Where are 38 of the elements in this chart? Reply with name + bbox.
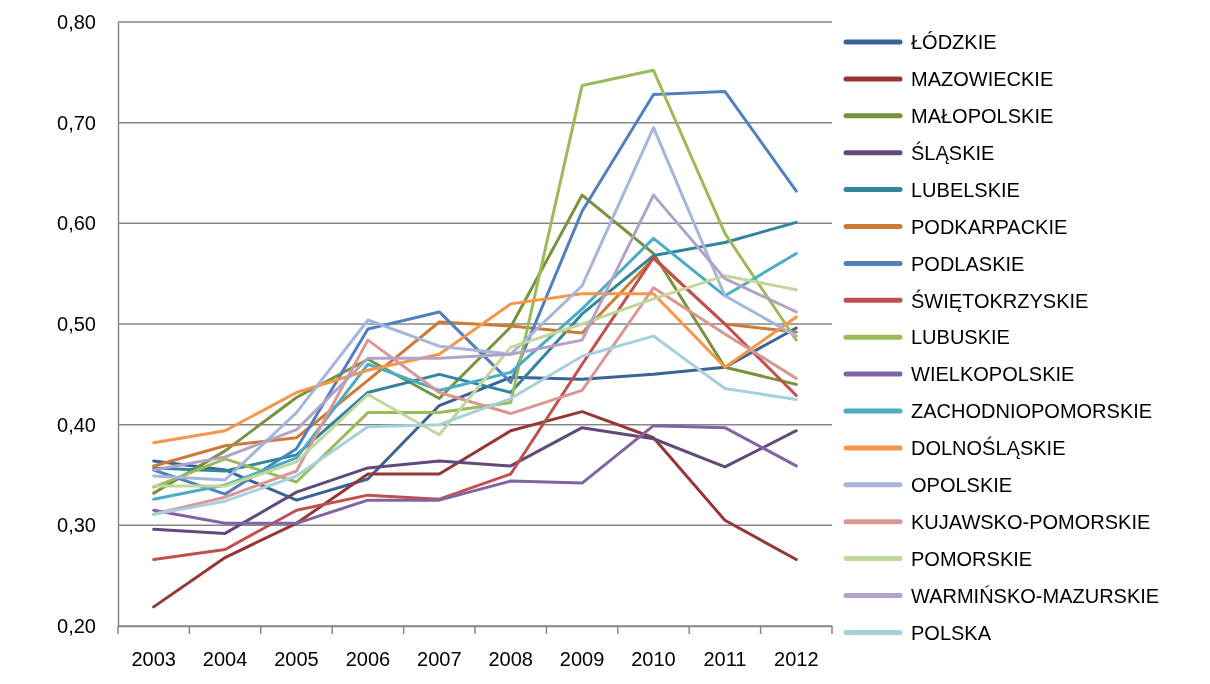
legend-label: PODKARPACKIE bbox=[911, 215, 1068, 238]
legend-label: OPOLSKIE bbox=[911, 474, 1013, 496]
legend-label: ŚWIĘTOKRZYSKIE bbox=[911, 288, 1089, 312]
legend-label: WIELKOPOLSKIE bbox=[911, 363, 1075, 386]
legend-label: ZACHODNIOPOMORSKIE bbox=[911, 400, 1153, 423]
x-tick-label: 2010 bbox=[631, 648, 676, 671]
legend-label: LUBUSKIE bbox=[911, 326, 1010, 349]
legend-label: WARMIŃSKO-MAZURSKIE bbox=[911, 584, 1160, 607]
x-tick-label: 2004 bbox=[202, 648, 248, 671]
legend-label: ŁÓDZKIE bbox=[911, 31, 997, 54]
x-tick-label: 2009 bbox=[559, 648, 605, 671]
line-series bbox=[152, 410, 798, 609]
y-tick-label: 0,50 bbox=[57, 312, 96, 335]
legend-label: LUBELSKIE bbox=[911, 178, 1020, 201]
y-tick-label: 0,60 bbox=[57, 212, 96, 235]
legend-label: POLSKA bbox=[911, 621, 992, 644]
x-tick-label: 2003 bbox=[131, 648, 176, 671]
x-tick-label: 2006 bbox=[345, 648, 391, 671]
line-series bbox=[152, 274, 798, 488]
legend-label: PODLASKIE bbox=[911, 252, 1025, 275]
legend-label: KUJAWSKO-POMORSKIE bbox=[911, 510, 1151, 533]
y-tick-label: 0,70 bbox=[57, 111, 96, 134]
x-tick-label: 2012 bbox=[774, 648, 819, 671]
legend-label: ŚLĄSKIE bbox=[911, 140, 995, 164]
legend-label: MAŁOPOLSKIE bbox=[911, 105, 1054, 127]
y-tick-label: 0,30 bbox=[57, 514, 96, 537]
line-series bbox=[152, 256, 798, 562]
y-tick-label: 0,80 bbox=[57, 10, 96, 33]
y-tick-label: 0,20 bbox=[57, 614, 96, 637]
legend-label: MAZOWIECKIE bbox=[911, 68, 1054, 91]
x-tick-label: 2007 bbox=[417, 648, 462, 671]
x-tick-label: 2005 bbox=[274, 648, 319, 671]
legend-label: DOLNOŚLĄSKIE bbox=[911, 436, 1066, 460]
x-tick-label: 2011 bbox=[703, 648, 747, 671]
x-tick-label: 2008 bbox=[488, 648, 533, 671]
legend-label: POMORSKIE bbox=[911, 547, 1033, 570]
line-series bbox=[152, 292, 798, 445]
y-tick-label: 0,40 bbox=[57, 413, 96, 436]
